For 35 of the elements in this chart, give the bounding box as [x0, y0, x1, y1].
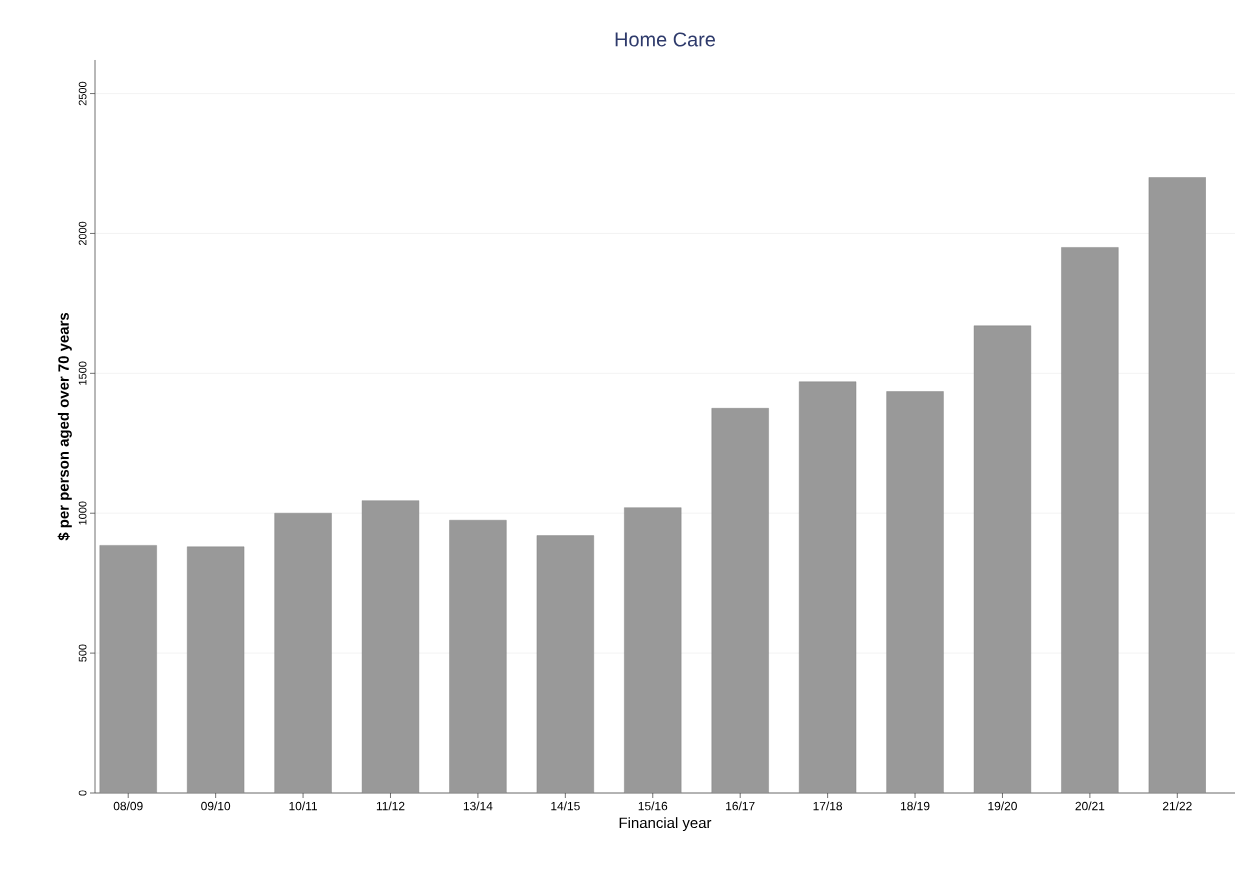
x-tick-label: 11/12 [376, 801, 405, 811]
x-tick-label: 08/09 [113, 801, 143, 811]
y-tick-label: 500 [78, 644, 87, 662]
x-tick-label: 13/14 [463, 801, 493, 811]
bar [886, 391, 944, 793]
x-tick-label: 15/16 [638, 801, 668, 811]
x-axis-title: Financial year [619, 817, 712, 832]
y-axis-title: $ per person aged over 70 years [57, 312, 72, 541]
x-tick-label: 18/19 [900, 801, 930, 811]
x-tick-label: 10/11 [289, 801, 317, 811]
bar [449, 520, 507, 793]
y-tick-label: 0 [78, 790, 87, 796]
bar [361, 500, 420, 793]
x-tick-label: 14/15 [551, 801, 580, 811]
x-tick-label: 19/20 [988, 801, 1017, 811]
y-tick-label: 1500 [78, 361, 87, 385]
bar [799, 381, 857, 793]
bar [1148, 177, 1206, 793]
x-tick-label: 09/10 [201, 801, 231, 811]
bar [99, 545, 157, 793]
bar [973, 325, 1032, 793]
bar [711, 408, 769, 793]
y-tick-label: 1000 [78, 501, 87, 525]
x-tick-label: 17/18 [813, 801, 843, 811]
x-tick-label: 20/21 [1075, 801, 1105, 811]
x-tick-label: 21/22 [1162, 801, 1192, 811]
bar [1061, 247, 1119, 793]
y-tick-label: 2000 [78, 221, 87, 246]
bar [624, 507, 682, 793]
y-tick-label: 2500 [78, 81, 87, 106]
x-tick-label: 16/17 [726, 801, 755, 811]
bar [274, 513, 332, 793]
chart-title: Home Care [615, 32, 716, 47]
bar [187, 546, 245, 793]
bar [536, 535, 594, 793]
